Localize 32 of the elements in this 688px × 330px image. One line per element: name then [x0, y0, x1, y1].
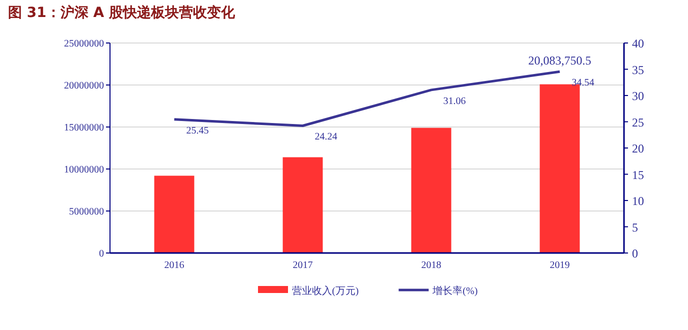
x-tick-label: 2016: [164, 260, 184, 271]
bar: [540, 84, 580, 253]
legend-label: 营业收入(万元): [292, 285, 359, 297]
y-tick-label: 5000000: [69, 206, 104, 218]
y2-tick-label: 40: [632, 36, 644, 50]
x-tick-label: 2017: [292, 260, 313, 271]
y2-tick-label: 0: [632, 246, 638, 260]
y2-tick-label: 20: [632, 142, 644, 156]
bar: [282, 157, 323, 253]
y2-tick-label: 25: [632, 115, 644, 130]
y2-tick-label: 30: [632, 89, 644, 103]
y2-tick-label: 15: [632, 168, 644, 182]
y-tick-label: 15000000: [64, 122, 104, 134]
data-label: 31.06: [443, 96, 466, 107]
y-tick-label: 25000000: [64, 38, 104, 50]
legend-label: 增长率(%): [432, 285, 478, 297]
data-label: 34.54: [572, 78, 594, 89]
y2-tick-label: 5: [632, 220, 638, 234]
x-tick-label: 2018: [421, 260, 442, 271]
x-tick-label: 2019: [550, 260, 570, 271]
y-tick-label: 10000000: [64, 164, 104, 176]
bar: [411, 128, 452, 253]
y-tick-label: 20000000: [64, 80, 104, 92]
bar: [154, 176, 194, 253]
line-series: [173, 70, 561, 127]
y2-tick-label: 35: [632, 62, 644, 77]
data-label: 25.45: [186, 125, 209, 136]
data-label: 20,083,750.5: [528, 53, 592, 68]
y-tick-label: 0: [99, 248, 104, 260]
chart-title: 图 31：沪深 A 股快递板块营收变化: [8, 4, 236, 21]
y2-tick-label: 10: [632, 194, 644, 208]
data-label: 24.24: [314, 132, 338, 143]
